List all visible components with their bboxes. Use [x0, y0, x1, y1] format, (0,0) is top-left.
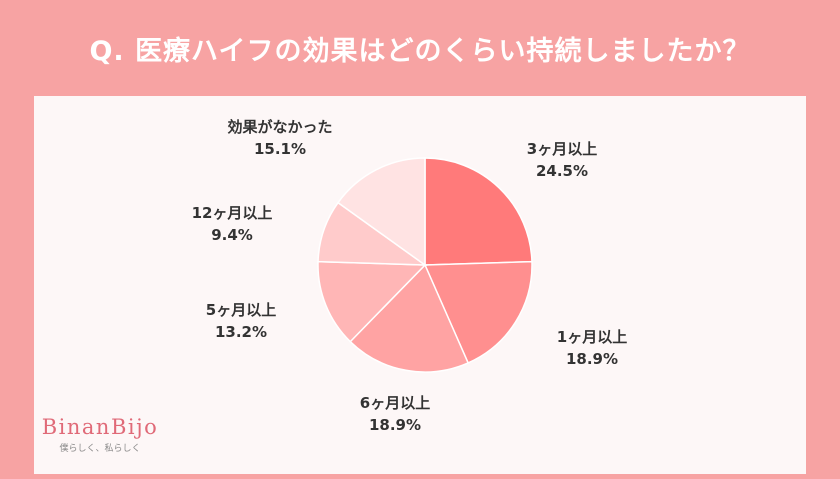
- pie-slice-0: [424, 157, 533, 266]
- slice-label-1month: 1ヶ月以上 18.9%: [527, 326, 657, 370]
- pie-slice-3: [317, 260, 427, 343]
- pie-slice-5: [336, 157, 426, 267]
- pie-slice-2: [349, 263, 470, 373]
- slice-label-value: 9.4%: [211, 226, 253, 244]
- slice-label-text: 12ヶ月以上: [191, 204, 273, 222]
- slice-label-no-effect: 効果がなかった 15.1%: [200, 116, 360, 160]
- slice-label-6months: 6ヶ月以上 18.9%: [330, 392, 460, 436]
- slice-label-value: 18.9%: [565, 350, 619, 368]
- slice-label-text: 3ヶ月以上: [526, 140, 598, 158]
- slice-label-12months: 12ヶ月以上 9.4%: [162, 202, 302, 246]
- slice-label-value: 18.9%: [368, 416, 422, 434]
- slice-label-text: 1ヶ月以上: [556, 328, 628, 346]
- chart-title: Q. 医療ハイフの効果はどのくらい持続しましたか？: [89, 35, 751, 67]
- brand-tagline: 僕らしく、私らしく: [59, 444, 141, 454]
- slice-label-value: 24.5%: [535, 162, 589, 180]
- pie-slice-1: [423, 260, 533, 364]
- slice-label-text: 効果がなかった: [227, 118, 333, 136]
- slice-label-5months: 5ヶ月以上 13.2%: [176, 299, 306, 343]
- brand-name: BinanBijo: [41, 415, 159, 439]
- slice-label-value: 13.2%: [214, 323, 268, 341]
- slice-label-text: 5ヶ月以上: [205, 301, 277, 319]
- slice-label-3months: 3ヶ月以上 24.5%: [497, 138, 627, 182]
- brand-logo: BinanBijo 僕らしく、私らしく: [30, 415, 170, 454]
- slice-label-text: 6ヶ月以上: [359, 394, 431, 412]
- slice-label-value: 15.1%: [253, 140, 307, 158]
